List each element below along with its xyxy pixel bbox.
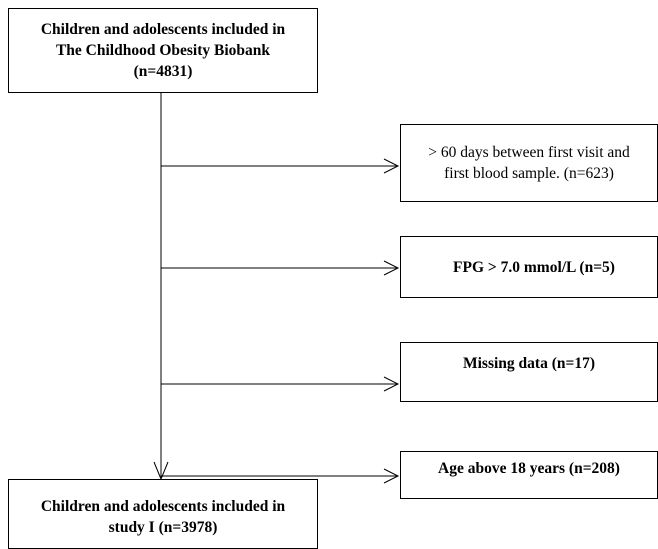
exclusion-1-line-2: first blood sample. (n=623) [444,165,614,182]
final-cohort-line-1: Children and adolescents included in [40,498,286,515]
final-cohort-line-2: study I (n=3978) [108,519,218,536]
cohort-line-2: The Childhood Obesity Biobank [55,42,271,59]
branch-arrowhead-3 [383,376,400,392]
cohort-line-3: (n=4831) [133,63,193,80]
branch-arrowhead-1 [383,158,400,174]
exclusion-box-4: Age above 18 years (n=208) [400,451,658,499]
exclusion-2-line-1: FPG > 7.0 mmol/L (n=5) [453,258,615,276]
exclusion-box-2: FPG > 7.0 mmol/L (n=5) [400,236,658,298]
branch-arrowhead-2 [383,260,400,276]
exclusion-4-line-1: Age above 18 years (n=208) [438,460,620,477]
exclusion-1-line-1: > 60 days between first visit and [428,144,630,161]
exclusion-box-1: > 60 days between first visit and first … [400,124,658,202]
exclusion-3-line-1: Missing data (n=17) [463,355,595,372]
cohort-box: Children and adolescents included in The… [8,8,318,93]
cohort-line-1: Children and adolescents included in [40,21,286,38]
exclusion-box-3: Missing data (n=17) [400,342,658,402]
branch-arrowhead-4 [383,468,400,484]
